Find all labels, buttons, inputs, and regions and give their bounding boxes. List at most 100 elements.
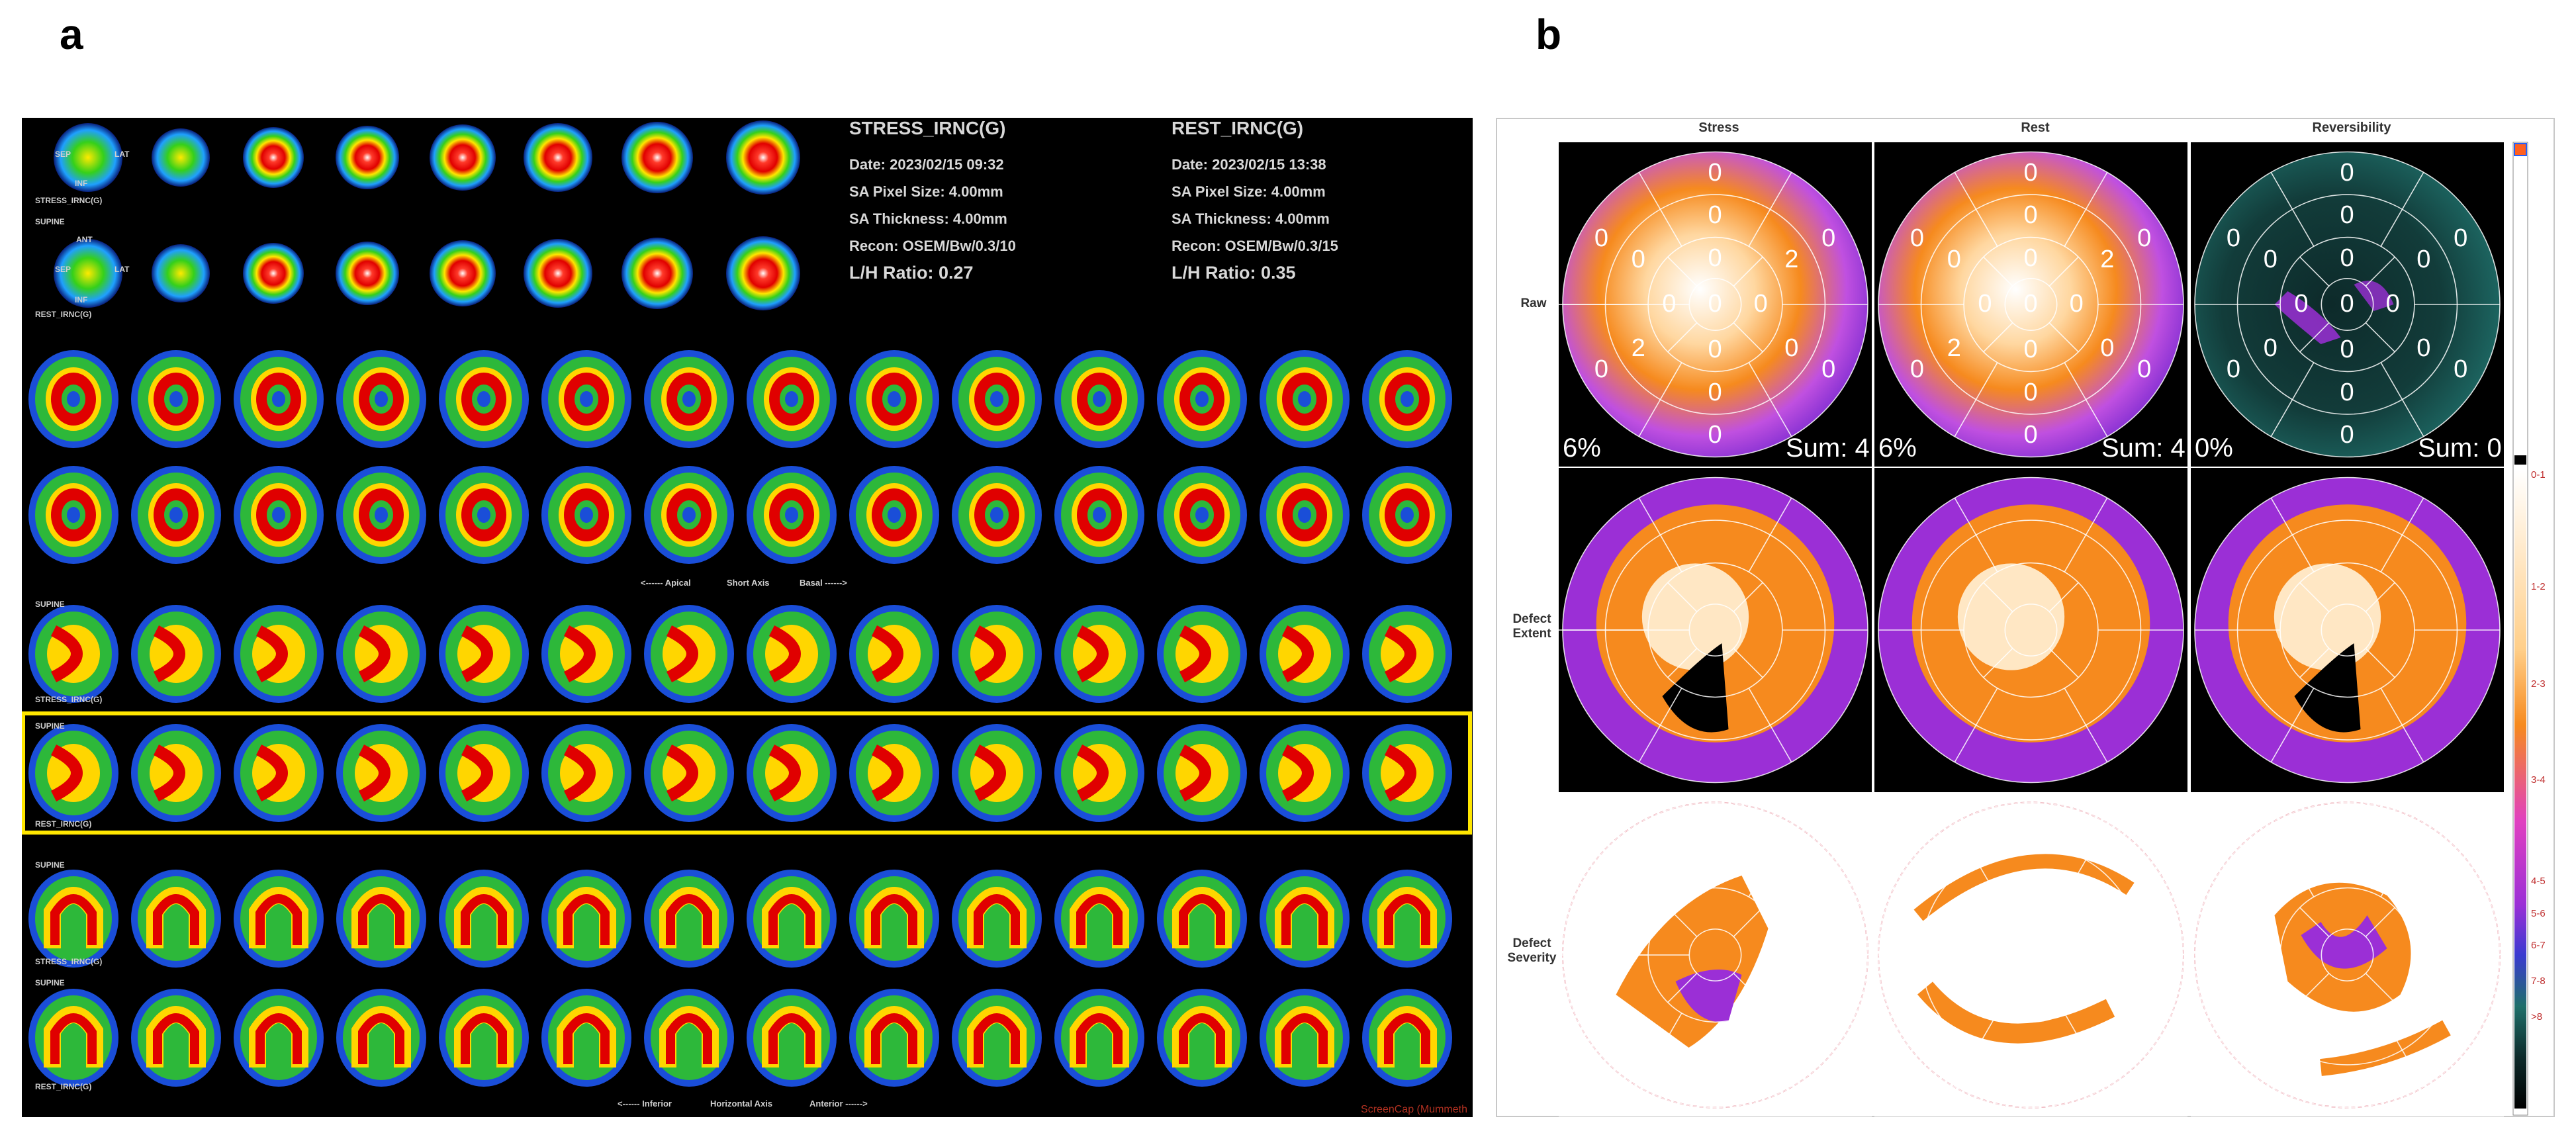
slice-4-7 bbox=[644, 724, 734, 822]
raw-map-segment-score: 0 bbox=[2023, 290, 2038, 318]
polar-map-3-3 bbox=[2191, 794, 2504, 1116]
raw-map-segment-score: 0 bbox=[2100, 334, 2115, 362]
raw-map-segment-score: 0 bbox=[2137, 224, 2152, 252]
raw-map-segment-score: 0 bbox=[2226, 355, 2240, 384]
slice-2-13 bbox=[1260, 466, 1350, 564]
raw-map-segment-score: 0 bbox=[1662, 290, 1677, 318]
raw-map-segment-score: 0 bbox=[2416, 334, 2431, 362]
slice-4-5 bbox=[439, 724, 529, 822]
slice-4-10 bbox=[952, 724, 1042, 822]
hla-rest-row-label: REST_IRNC(G) bbox=[35, 1082, 92, 1091]
slice-2-8 bbox=[747, 466, 837, 564]
raw-map-segment-score: 0 bbox=[1947, 246, 1961, 274]
raw-map-segment-score: 0 bbox=[2294, 290, 2309, 318]
hla-stress-row-label: STRESS_IRNC(G) bbox=[35, 957, 103, 966]
raw-map-segment-score: 0 bbox=[1784, 334, 1799, 362]
row-title-defect-severity: Defect Severity bbox=[1507, 936, 1557, 965]
screencap-watermark: ScreenCap (Mummeth bbox=[1361, 1104, 1467, 1115]
thumb-slice-2-3 bbox=[243, 243, 304, 304]
spect-slices-panel: STRESS_IRNC(G) Date: 2023/02/15 09:32 SA… bbox=[22, 118, 1473, 1117]
row-title-raw: Raw bbox=[1520, 296, 1547, 310]
slice-5-9 bbox=[849, 870, 939, 968]
slice-1-4 bbox=[336, 350, 426, 448]
thumb-slice-1-7 bbox=[621, 122, 693, 193]
slice-4-8 bbox=[747, 724, 837, 822]
thumb-slice-1-4 bbox=[336, 126, 399, 189]
slice-2-2 bbox=[131, 466, 221, 564]
thumb-slice-1-3 bbox=[243, 127, 304, 188]
slice-1-7 bbox=[644, 350, 734, 448]
raw-map-segment-score: 0 bbox=[1594, 224, 1608, 252]
slice-5-6 bbox=[541, 870, 631, 968]
thumb-row2-sep-label: SEP bbox=[55, 265, 71, 274]
polar-maps-panel: Stress Rest Reversibility Raw Defect Ext… bbox=[1496, 118, 2555, 1117]
vla-rest-row-label: REST_IRNC(G) bbox=[35, 819, 92, 829]
raw-map-segment-score: 0 bbox=[2340, 378, 2354, 406]
raw-map-segment-score: 0 bbox=[2226, 224, 2240, 252]
rest-header-pixel-size: SA Pixel Size: 4.00mm bbox=[1172, 183, 1326, 200]
selected-row-highlight bbox=[22, 711, 1472, 835]
raw-map-segment-score: 0 bbox=[1708, 378, 1722, 406]
slice-5-4 bbox=[336, 870, 426, 968]
raw-map-sum-3: Sum: 0 bbox=[2418, 433, 2502, 463]
color-scale-label: 0-1 bbox=[2531, 469, 2546, 481]
stress-header-thickness: SA Thickness: 4.00mm bbox=[849, 210, 1007, 227]
raw-map-segment-score: 2 bbox=[1631, 334, 1645, 362]
column-title-stress: Stress bbox=[1698, 120, 1739, 135]
raw-map-segment-score: 0 bbox=[1631, 246, 1645, 274]
slice-2-12 bbox=[1157, 466, 1247, 564]
panel-label-a: a bbox=[60, 11, 83, 58]
slice-5-12 bbox=[1157, 870, 1247, 968]
stress-header-title: STRESS_IRNC(G) bbox=[849, 118, 1006, 138]
raw-map-segment-score: 0 bbox=[1909, 355, 1924, 384]
slice-6-10 bbox=[952, 989, 1042, 1087]
slice-6-6 bbox=[541, 989, 631, 1087]
slice-3-13 bbox=[1260, 605, 1350, 703]
rest-header-title: REST_IRNC(G) bbox=[1172, 118, 1304, 138]
slice-2-1 bbox=[28, 466, 118, 564]
raw-map-sum-1: Sum: 4 bbox=[1786, 433, 1870, 463]
slice-2-14 bbox=[1362, 466, 1452, 564]
raw-map-sum-2: Sum: 4 bbox=[2101, 433, 2185, 463]
raw-map-segment-score: 0 bbox=[1708, 158, 1722, 187]
raw-map-segment-score: 2 bbox=[2100, 246, 2115, 274]
stress-header-pixel-size: SA Pixel Size: 4.00mm bbox=[849, 183, 1003, 200]
slice-1-8 bbox=[747, 350, 837, 448]
raw-map-segment-score: 0 bbox=[2340, 336, 2354, 364]
slice-2-3 bbox=[234, 466, 324, 564]
raw-map-segment-score: 0 bbox=[2340, 244, 2354, 272]
raw-map-segment-score: 0 bbox=[1821, 224, 1836, 252]
thumb-slice-1-1 bbox=[54, 123, 122, 192]
slice-1-14 bbox=[1362, 350, 1452, 448]
slice-4-14 bbox=[1362, 724, 1452, 822]
thumb-row2-lat-label: LAT bbox=[115, 265, 130, 274]
slice-5-2 bbox=[131, 870, 221, 968]
color-scale-handle[interactable] bbox=[2514, 143, 2527, 156]
color-scale-label: 5-6 bbox=[2531, 907, 2546, 919]
slice-6-5 bbox=[439, 989, 529, 1087]
slice-1-10 bbox=[952, 350, 1042, 448]
rest-header-thickness: SA Thickness: 4.00mm bbox=[1172, 210, 1330, 227]
slice-2-9 bbox=[849, 466, 939, 564]
thumb-row2-ant-label: ANT bbox=[76, 235, 93, 244]
slice-4-2 bbox=[131, 724, 221, 822]
thumb-slice-2-8 bbox=[726, 236, 800, 310]
short-axis-basal-label: Basal ------> bbox=[800, 578, 847, 588]
slice-6-9 bbox=[849, 989, 939, 1087]
slice-4-9 bbox=[849, 724, 939, 822]
slice-1-1 bbox=[28, 350, 118, 448]
slice-1-12 bbox=[1157, 350, 1247, 448]
thumb-slice-1-6 bbox=[524, 123, 592, 192]
thumb-slice-2-7 bbox=[621, 238, 693, 309]
color-scale-bar bbox=[2514, 470, 2526, 1109]
slice-2-7 bbox=[644, 466, 734, 564]
slice-6-8 bbox=[747, 989, 837, 1087]
thumb-row1-lat-label: LAT bbox=[115, 150, 130, 159]
vla-rest-supine-label: SUPINE bbox=[35, 721, 65, 731]
slice-5-14 bbox=[1362, 870, 1452, 968]
slice-1-3 bbox=[234, 350, 324, 448]
thumb-row2-rest-label: REST_IRNC(G) bbox=[35, 310, 92, 319]
raw-map-segment-score: 0 bbox=[1708, 421, 1722, 449]
slice-3-6 bbox=[541, 605, 631, 703]
thumb-row1-stress-label: STRESS_IRNC(G) bbox=[35, 196, 103, 205]
